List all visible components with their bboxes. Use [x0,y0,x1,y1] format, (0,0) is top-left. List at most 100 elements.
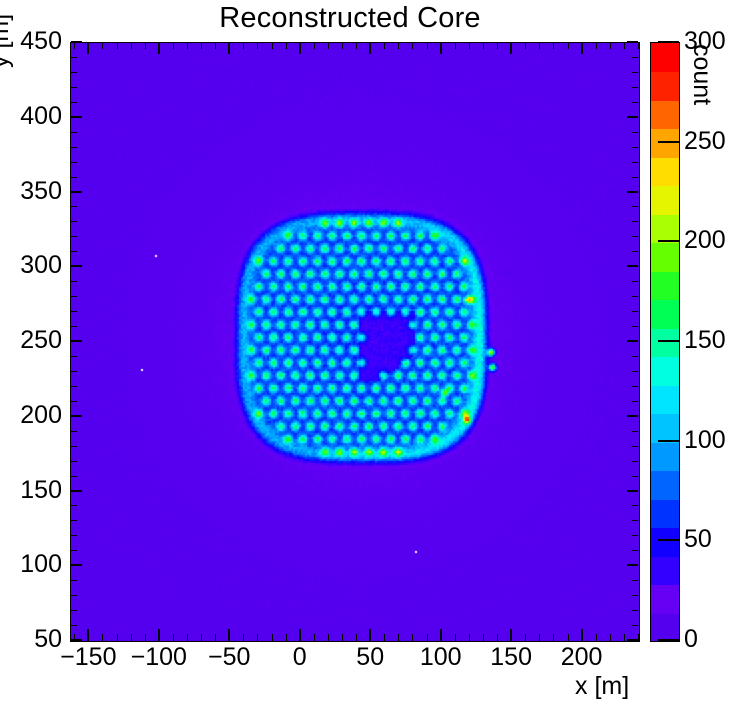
colorbar-band [651,99,679,130]
y-tick [71,489,82,492]
y-tick-right [632,595,638,597]
y-tick [71,56,77,58]
x-tick-top [468,42,470,49]
x-tick-top [74,42,76,49]
y-tick-right [632,610,638,612]
y-tick [71,206,77,208]
y-tick [71,535,77,537]
x-tick [482,634,484,641]
y-tick-right [632,520,638,522]
x-tick [327,634,329,641]
colorbar-band [651,413,679,443]
y-tick-right [627,489,638,492]
x-tick [186,634,188,641]
x-tick-top [87,42,90,54]
x-tick-top [130,42,132,49]
x-tick-top [201,42,203,49]
x-tick [468,634,470,641]
y-tick [71,161,77,163]
y-tick-right [627,190,638,193]
colorbar-band [651,327,679,358]
colorbar-band [651,527,679,557]
colorbar-band [651,43,679,73]
x-tick [144,634,146,641]
x-tick-top [398,42,400,49]
colorbar-band [651,270,679,301]
x-tick [525,634,527,641]
y-tick-right [632,460,638,462]
x-tick-top [525,42,527,49]
x-tick [553,634,555,641]
colorbar-tick-label: 300 [684,27,726,55]
x-tick [539,634,541,641]
x-tick [454,634,456,641]
colorbar-tick-label: 150 [684,326,726,354]
y-tick-label: 200 [20,400,62,429]
x-tick-top [623,42,625,49]
x-tick-top [313,42,315,49]
colorbar-band [651,71,679,101]
x-tick-top [228,42,231,54]
x-tick [567,634,569,641]
x-tick-top [116,42,118,49]
y-tick [71,580,77,582]
y-tick-right [632,86,638,88]
x-tick-top [412,42,414,49]
x-tick [439,629,442,641]
x-tick-top [157,42,160,54]
y-tick [71,340,82,342]
y-tick [71,221,77,223]
y-tick [71,190,82,193]
x-tick-label: −100 [130,643,187,671]
y-tick-right [632,251,638,253]
x-tick [356,634,358,641]
x-tick-top [609,42,611,49]
y-tick [71,625,77,627]
x-tick [172,634,174,641]
x-tick [510,629,513,641]
y-tick [71,131,77,133]
colorbar-tick-label: 200 [684,226,726,255]
colorbar-band [651,356,679,386]
x-tick-label: 0 [292,643,307,671]
colorbar-band [651,156,679,187]
y-tick-right [632,385,638,387]
x-tick [157,629,160,641]
y-tick [71,146,77,148]
y-tick-right [632,56,638,58]
y-tick [71,176,77,178]
x-tick-top [327,42,329,49]
colorbar-band [651,384,679,415]
y-tick-right [632,580,638,582]
y-tick-right [632,400,638,402]
x-tick-top [243,42,245,49]
x-tick [623,634,625,641]
x-tick [285,634,287,641]
colorbar-band [651,128,679,158]
colorbar-tick [658,539,679,542]
x-tick [201,634,203,641]
x-tick [398,634,400,641]
x-tick-top [342,42,344,49]
y-tick [71,355,77,357]
y-tick-right [632,101,638,103]
y-tick-right [632,281,638,283]
colorbar-band [651,185,679,215]
y-tick [71,71,77,73]
colorbar-tick-label: 100 [684,425,726,454]
y-tick [71,475,77,477]
x-tick-label: 100 [419,643,462,671]
colorbar-band [651,242,679,272]
y-tick-right [627,639,638,641]
colorbar-band [651,299,679,329]
y-tick-right [632,445,638,447]
x-tick-top [102,42,104,49]
x-tick-top [271,42,273,49]
y-tick [71,115,82,118]
y-tick [71,265,82,268]
x-tick [271,634,273,641]
x-tick-top [257,42,259,49]
x-tick-label: 200 [560,643,603,671]
y-tick-right [632,221,638,223]
x-tick-top [553,42,555,49]
